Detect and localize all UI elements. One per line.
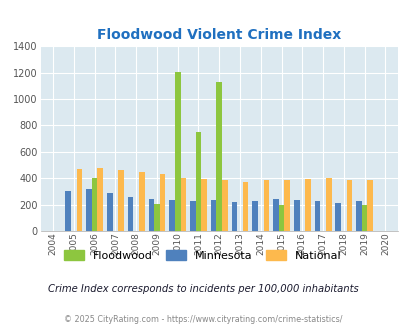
Bar xyxy=(128,197,133,231)
Bar xyxy=(86,189,92,231)
Bar xyxy=(263,180,269,231)
Bar xyxy=(97,168,103,231)
Bar xyxy=(346,180,352,231)
Legend: Floodwood, Minnesota, National: Floodwood, Minnesota, National xyxy=(64,250,341,260)
Bar xyxy=(175,72,180,231)
Bar xyxy=(284,180,289,231)
Bar xyxy=(148,199,154,231)
Bar xyxy=(201,179,207,231)
Bar xyxy=(92,178,97,231)
Bar xyxy=(335,203,340,231)
Bar xyxy=(367,180,372,231)
Bar xyxy=(77,169,82,231)
Text: Crime Index corresponds to incidents per 100,000 inhabitants: Crime Index corresponds to incidents per… xyxy=(47,284,358,294)
Bar xyxy=(154,204,159,231)
Bar xyxy=(231,202,237,231)
Title: Floodwood Violent Crime Index: Floodwood Violent Crime Index xyxy=(97,28,341,42)
Bar xyxy=(216,82,222,231)
Bar xyxy=(169,200,175,231)
Bar xyxy=(139,172,144,231)
Bar xyxy=(190,201,195,231)
Bar xyxy=(195,132,201,231)
Bar xyxy=(107,193,112,231)
Bar xyxy=(273,199,278,231)
Bar xyxy=(293,200,299,231)
Bar xyxy=(159,174,165,231)
Bar xyxy=(222,180,227,231)
Bar xyxy=(252,201,257,231)
Bar xyxy=(278,205,284,231)
Bar xyxy=(210,200,216,231)
Bar xyxy=(65,191,71,231)
Bar xyxy=(314,201,320,231)
Text: © 2025 CityRating.com - https://www.cityrating.com/crime-statistics/: © 2025 CityRating.com - https://www.city… xyxy=(64,315,341,324)
Bar xyxy=(361,205,367,231)
Bar xyxy=(305,179,310,231)
Bar xyxy=(118,170,124,231)
Bar xyxy=(355,201,361,231)
Bar xyxy=(325,178,331,231)
Bar xyxy=(242,182,248,231)
Bar xyxy=(180,178,185,231)
